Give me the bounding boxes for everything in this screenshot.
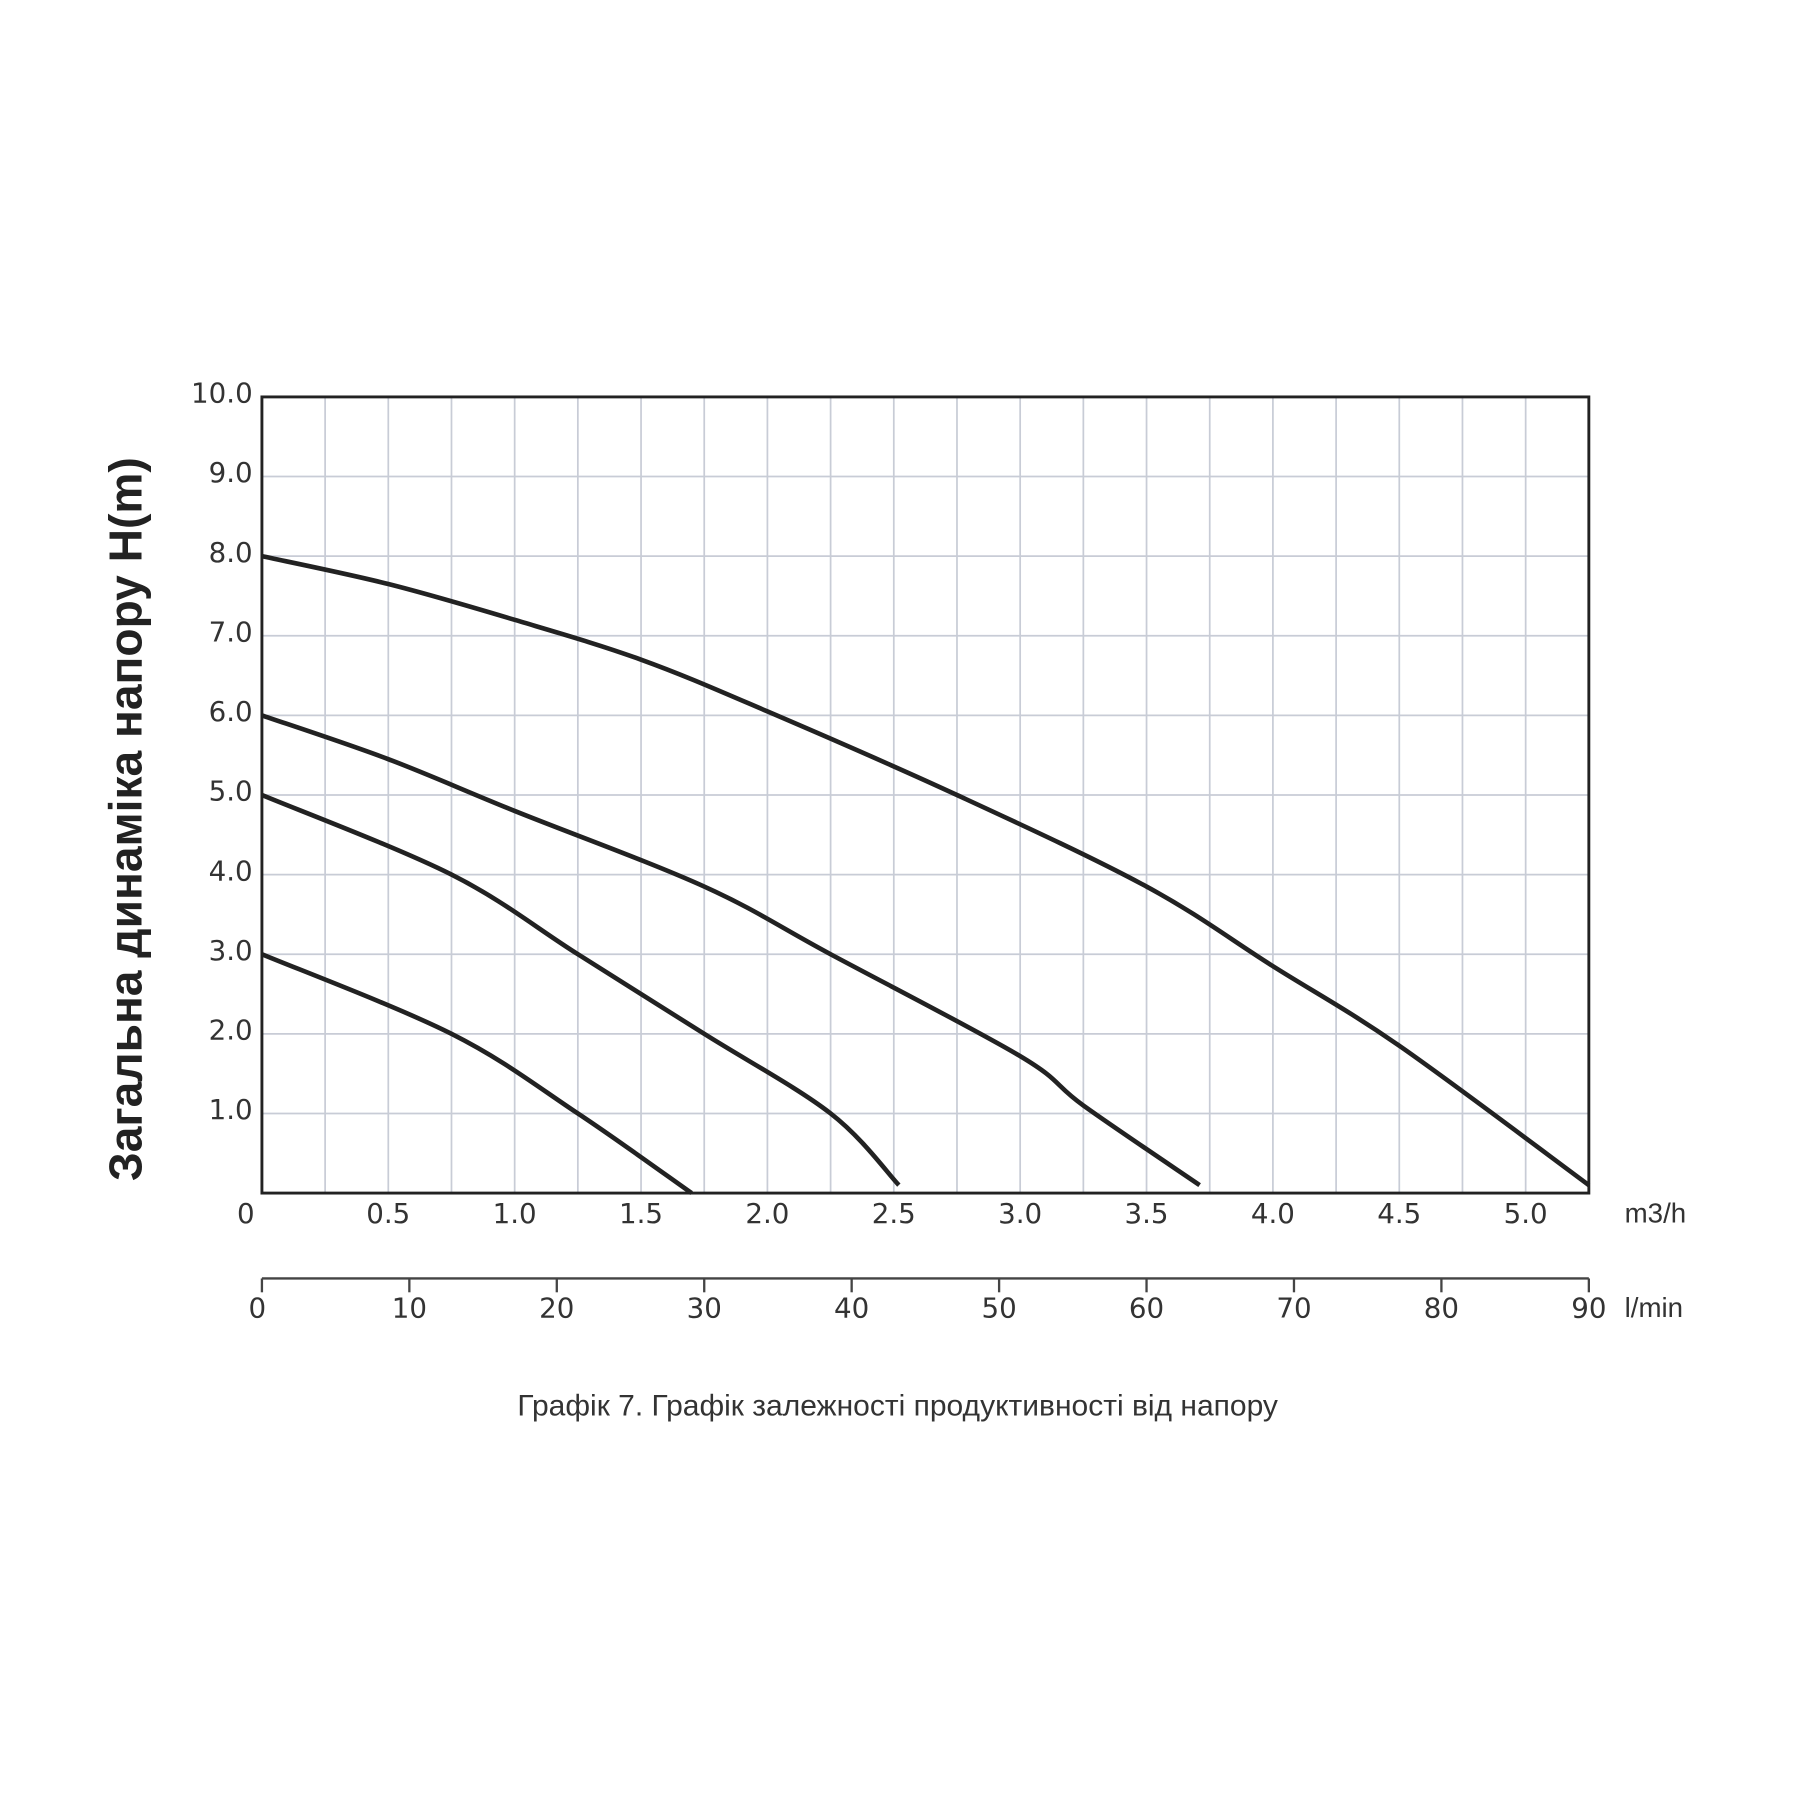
x2-tick-label: 10 xyxy=(392,1292,427,1325)
curve xyxy=(261,792,901,1187)
x-tick-label: 3.5 xyxy=(1125,1197,1169,1230)
y-axis-label: Загальна динаміка напору H(m) xyxy=(99,457,151,1181)
x-tick-label: 2.0 xyxy=(745,1197,789,1230)
x-tick-label: 5.0 xyxy=(1504,1197,1548,1230)
curve xyxy=(261,713,1201,1188)
y-tick-label: 10.0 xyxy=(191,377,253,410)
y-tick-label: 2.0 xyxy=(209,1014,253,1047)
x2-tick-label: 70 xyxy=(1276,1292,1311,1325)
x2-tick-label: 40 xyxy=(834,1292,869,1325)
x-axis-label: m3/h xyxy=(1625,1197,1687,1228)
x2-tick-label: 80 xyxy=(1424,1292,1459,1325)
x-tick-label: 2.5 xyxy=(872,1197,916,1230)
x2-tick-label: 30 xyxy=(687,1292,722,1325)
y-tick-label: 9.0 xyxy=(209,456,253,489)
x-tick-label: 1.5 xyxy=(619,1197,663,1230)
y-tick-label: 7.0 xyxy=(209,615,253,648)
x-tick-label: 3.0 xyxy=(998,1197,1042,1230)
y-tick-label: 5.0 xyxy=(209,775,253,808)
x2-axis-label: l/min xyxy=(1625,1292,1683,1323)
x2-tick-label: 60 xyxy=(1129,1292,1164,1325)
x-tick-label: 0.5 xyxy=(366,1197,410,1230)
y-tick-label: 1.0 xyxy=(209,1093,253,1126)
y-tick-label: 8.0 xyxy=(209,536,253,569)
x-tick-label: 4.5 xyxy=(1377,1197,1421,1230)
x-tick-label: 0 xyxy=(237,1197,255,1230)
x-tick-label: 4.0 xyxy=(1251,1197,1295,1230)
x2-tick-label: 90 xyxy=(1571,1292,1606,1325)
x2-tick-label: 50 xyxy=(981,1292,1016,1325)
plot-frame xyxy=(260,395,1591,1195)
x2-tick-label: 20 xyxy=(539,1292,574,1325)
x-tick-label: 1.0 xyxy=(493,1197,537,1230)
y-tick-label: 6.0 xyxy=(209,695,253,728)
y-tick-label: 3.0 xyxy=(209,934,253,967)
curve xyxy=(261,952,693,1195)
x2-tick-label: 0 xyxy=(248,1292,266,1325)
y-tick-label: 4.0 xyxy=(209,854,253,887)
caption: Графік 7. Графік залежності продуктивнос… xyxy=(517,1390,1278,1423)
curve xyxy=(261,553,1591,1187)
